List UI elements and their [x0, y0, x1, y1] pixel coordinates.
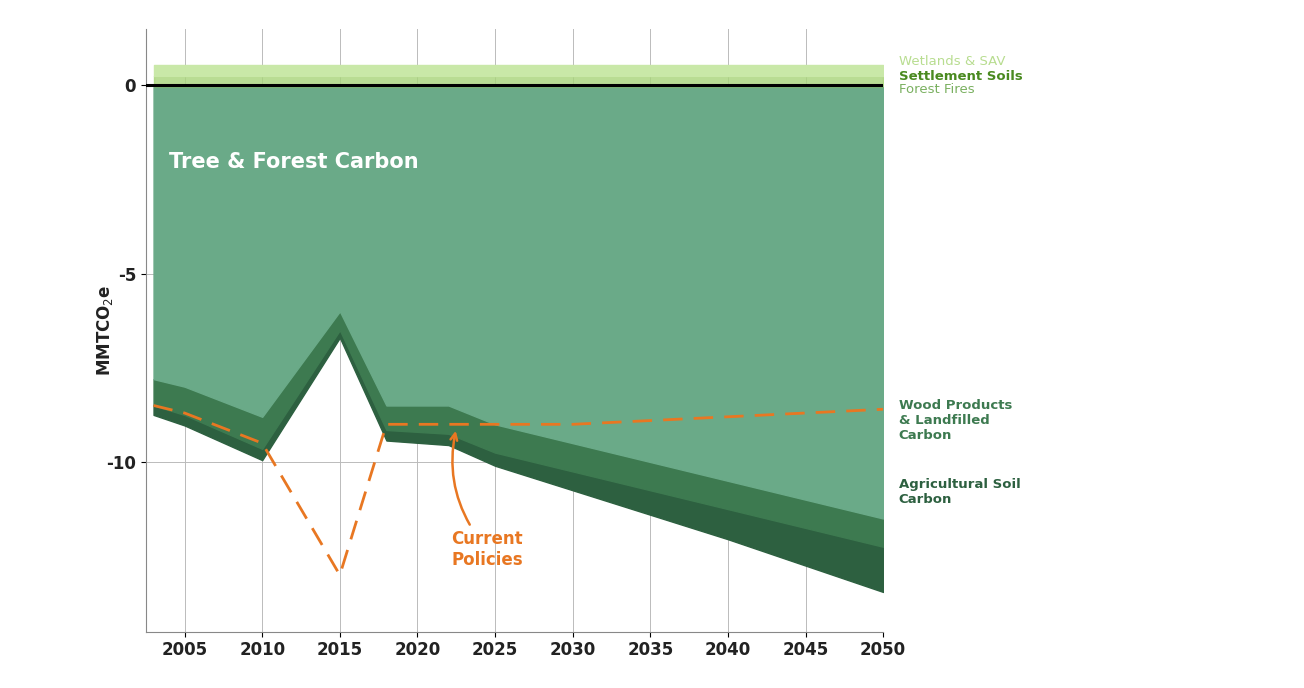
Text: Settlement Soils: Settlement Soils: [898, 70, 1022, 83]
Text: Wood Products
& Landfilled
Carbon: Wood Products & Landfilled Carbon: [898, 399, 1012, 442]
Text: Current
Policies: Current Policies: [451, 433, 523, 568]
Text: Tree & Forest Carbon: Tree & Forest Carbon: [170, 152, 419, 172]
Text: Wetlands & SAV: Wetlands & SAV: [898, 56, 1005, 68]
Text: Forest Fires: Forest Fires: [898, 83, 974, 96]
Text: Agricultural Soil
Carbon: Agricultural Soil Carbon: [898, 478, 1021, 506]
Text: MMTCO$_2$e: MMTCO$_2$e: [95, 284, 115, 376]
